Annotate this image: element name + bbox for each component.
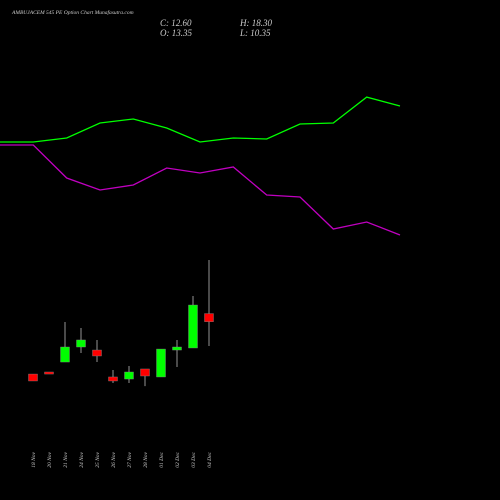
candle-body: [92, 349, 102, 357]
high-label: H: 18.30: [239, 18, 272, 28]
candle-body: [76, 339, 86, 348]
candle-body: [204, 313, 214, 322]
x-tick-label: 01 Dec: [159, 451, 165, 467]
candle-body: [172, 346, 182, 351]
x-tick-label: 03 Dec: [191, 451, 197, 467]
x-tick-label: 18 Nov: [31, 451, 37, 467]
candle-body: [156, 348, 166, 378]
indicator-line: [0, 144, 401, 236]
x-tick-label: 27 Nov: [127, 451, 133, 467]
low-label: L: 10.35: [239, 28, 271, 38]
open-label: O: 13.35: [160, 28, 192, 38]
candle-body: [140, 368, 150, 377]
indicator-line: [0, 96, 401, 143]
chart-title: AMBUJACEM 545 PE Option Chart Munafasutr…: [11, 9, 134, 16]
x-tick-label: 02 Dec: [175, 451, 181, 467]
x-tick-label: 28 Nov: [143, 451, 149, 467]
x-tick-label: 26 Nov: [111, 451, 117, 467]
candle-body: [108, 376, 118, 382]
candle-body: [188, 304, 198, 349]
x-tick-label: 25 Nov: [95, 451, 101, 467]
close-label: C: 12.60: [160, 18, 192, 28]
candle-body: [60, 346, 70, 363]
candle-body: [28, 373, 38, 382]
x-tick-label: 20 Nov: [47, 451, 53, 467]
x-tick-label: 04 Dec: [206, 451, 213, 467]
candle-body: [44, 371, 54, 375]
x-tick-label: 24 Nov: [78, 451, 85, 467]
candle-body: [124, 371, 134, 380]
x-tick-label: 21 Nov: [63, 451, 69, 467]
